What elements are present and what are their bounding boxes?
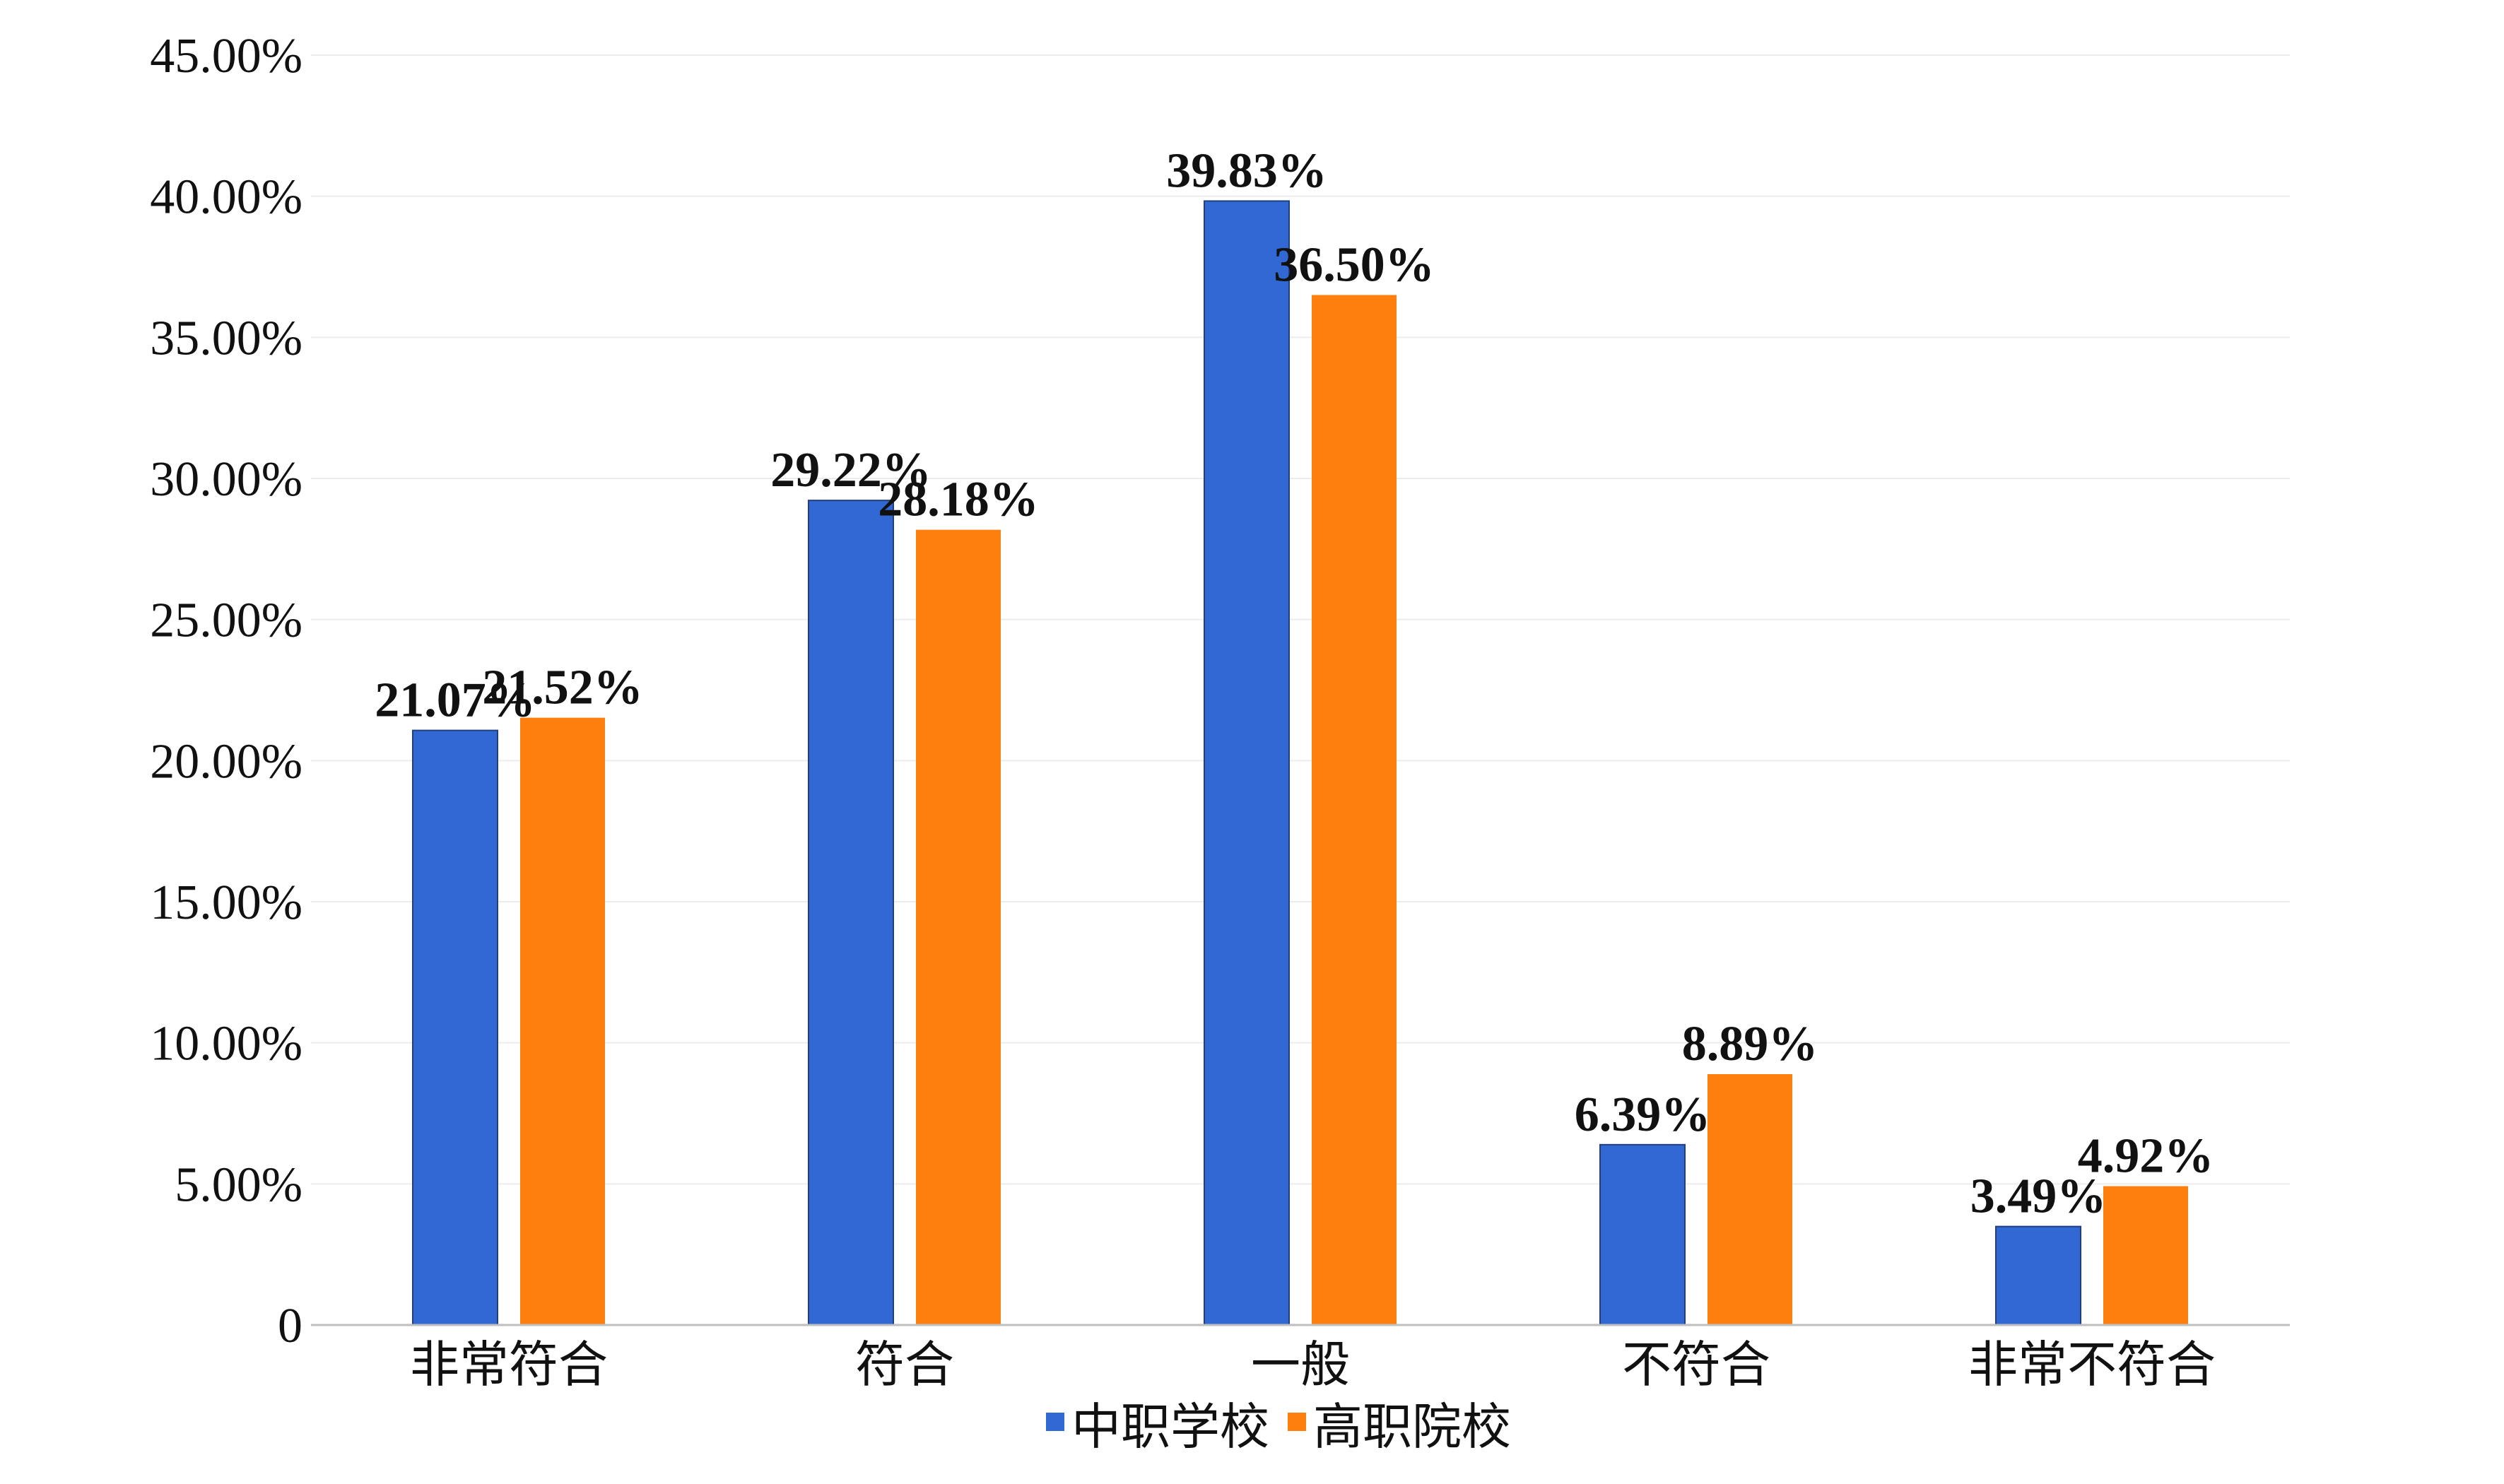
data-labels: 21.07%21.52% 29.22%28.18% 39.83% 36.50% 6.39… xyxy=(375,143,2214,1223)
x-axis: 非常符合 符合 一般 不符合 非常不符合 xyxy=(311,1324,2290,1394)
legend-swatch xyxy=(1288,1413,1306,1431)
x-tick-label: 非常不符合 xyxy=(1968,1336,2216,1394)
bar-gaozhi xyxy=(1707,1073,1792,1325)
bar-zhongzhi xyxy=(1995,1225,2081,1326)
x-tick-label: 不符合 xyxy=(1622,1336,1770,1394)
legend-label: 中职学校 xyxy=(1071,1398,1269,1456)
y-tick-label: 0 xyxy=(278,1299,302,1353)
y-tick-label: 15.00% xyxy=(150,876,302,930)
y-tick-label: 5.00% xyxy=(175,1158,302,1212)
y-tick-label: 10.00% xyxy=(150,1017,302,1071)
bar-gaozhi xyxy=(916,529,1001,1325)
data-label: 21.07% xyxy=(375,673,536,728)
x-tick-label: 一般 xyxy=(1251,1336,1350,1394)
y-tick-label: 25.00% xyxy=(150,594,302,648)
bar-zhongzhi xyxy=(1599,1143,1686,1326)
bar-gaozhi xyxy=(520,717,605,1325)
data-label: 39.83% xyxy=(1166,143,1327,198)
bar-zhongzhi xyxy=(1204,200,1290,1326)
y-tick-label: 45.00% xyxy=(150,29,302,83)
data-label: 36.50% xyxy=(1274,237,1435,292)
data-label: 4.92% xyxy=(2078,1129,2214,1184)
bar-zhongzhi xyxy=(808,500,894,1326)
bars xyxy=(412,200,2188,1326)
y-tick-label: 30.00% xyxy=(150,452,302,507)
y-tick-label: 40.00% xyxy=(150,170,302,225)
bar-gaozhi xyxy=(1312,295,1397,1325)
bar-gaozhi xyxy=(2103,1186,2188,1325)
y-tick-label: 20.00% xyxy=(150,734,302,789)
bar-zhongzhi xyxy=(412,729,498,1326)
gridlines xyxy=(311,54,2290,1185)
data-label: 29.22% xyxy=(770,443,931,497)
data-label: 8.89% xyxy=(1682,1017,1818,1071)
data-label: 21.52% xyxy=(482,661,643,715)
data-label: 6.39% xyxy=(1575,1088,1711,1142)
x-tick-label: 符合 xyxy=(855,1336,954,1394)
data-label: 3.49% xyxy=(1970,1170,2107,1224)
legend-swatch xyxy=(1046,1413,1064,1431)
y-tick-label: 35.00% xyxy=(150,311,302,365)
legend-label: 高职院校 xyxy=(1313,1398,1511,1456)
y-axis-ticks: 0 5.00% 10.00% 15.00% 20.00% 25.00% 30.00% 35.0… xyxy=(150,29,302,1353)
legend: 中职学校 高职院校 xyxy=(1046,1398,1511,1456)
x-tick-label: 非常符合 xyxy=(410,1336,608,1394)
data-label: 28.18% xyxy=(878,473,1039,527)
